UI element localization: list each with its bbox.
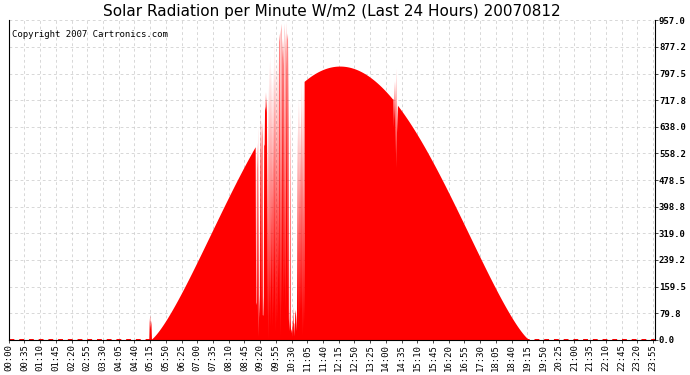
Title: Solar Radiation per Minute W/m2 (Last 24 Hours) 20070812: Solar Radiation per Minute W/m2 (Last 24… <box>103 4 560 19</box>
Text: Copyright 2007 Cartronics.com: Copyright 2007 Cartronics.com <box>12 30 168 39</box>
